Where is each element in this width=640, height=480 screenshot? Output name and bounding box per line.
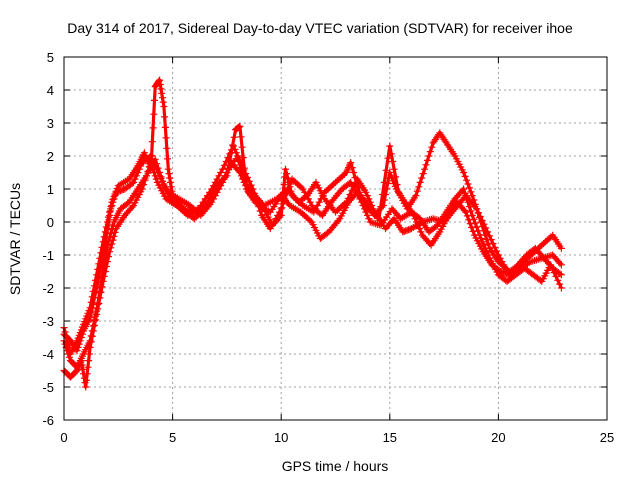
y-tick-label: -5 xyxy=(42,380,54,395)
y-tick-label: 0 xyxy=(47,215,54,230)
y-tick-label: 3 xyxy=(47,116,54,131)
series-ihoe xyxy=(60,76,565,391)
y-tick-label: 4 xyxy=(47,83,54,98)
x-tick-label: 20 xyxy=(491,430,505,445)
y-tick-label: -6 xyxy=(42,413,54,428)
x-tick-label: 15 xyxy=(383,430,397,445)
chart-title: Day 314 of 2017, Sidereal Day-to-day VTE… xyxy=(67,20,573,36)
y-tick-label: 2 xyxy=(47,149,54,164)
y-tick-label: 1 xyxy=(47,182,54,197)
y-tick-label: 5 xyxy=(47,50,54,65)
x-tick-label: 25 xyxy=(600,430,614,445)
y-tick-label: -1 xyxy=(42,248,54,263)
x-axis-label: GPS time / hours xyxy=(282,458,389,474)
x-tick-label: 10 xyxy=(274,430,288,445)
plot-border xyxy=(63,56,608,421)
y-tick-label: -2 xyxy=(42,281,54,296)
x-tick-label: 5 xyxy=(169,430,176,445)
plot-area xyxy=(60,76,565,391)
x-tick-label: 0 xyxy=(60,430,67,445)
y-tick-label: -4 xyxy=(42,347,54,362)
y-axis-label: SDTVAR / TECUs xyxy=(7,183,23,295)
y-tick-label: -3 xyxy=(42,314,54,329)
